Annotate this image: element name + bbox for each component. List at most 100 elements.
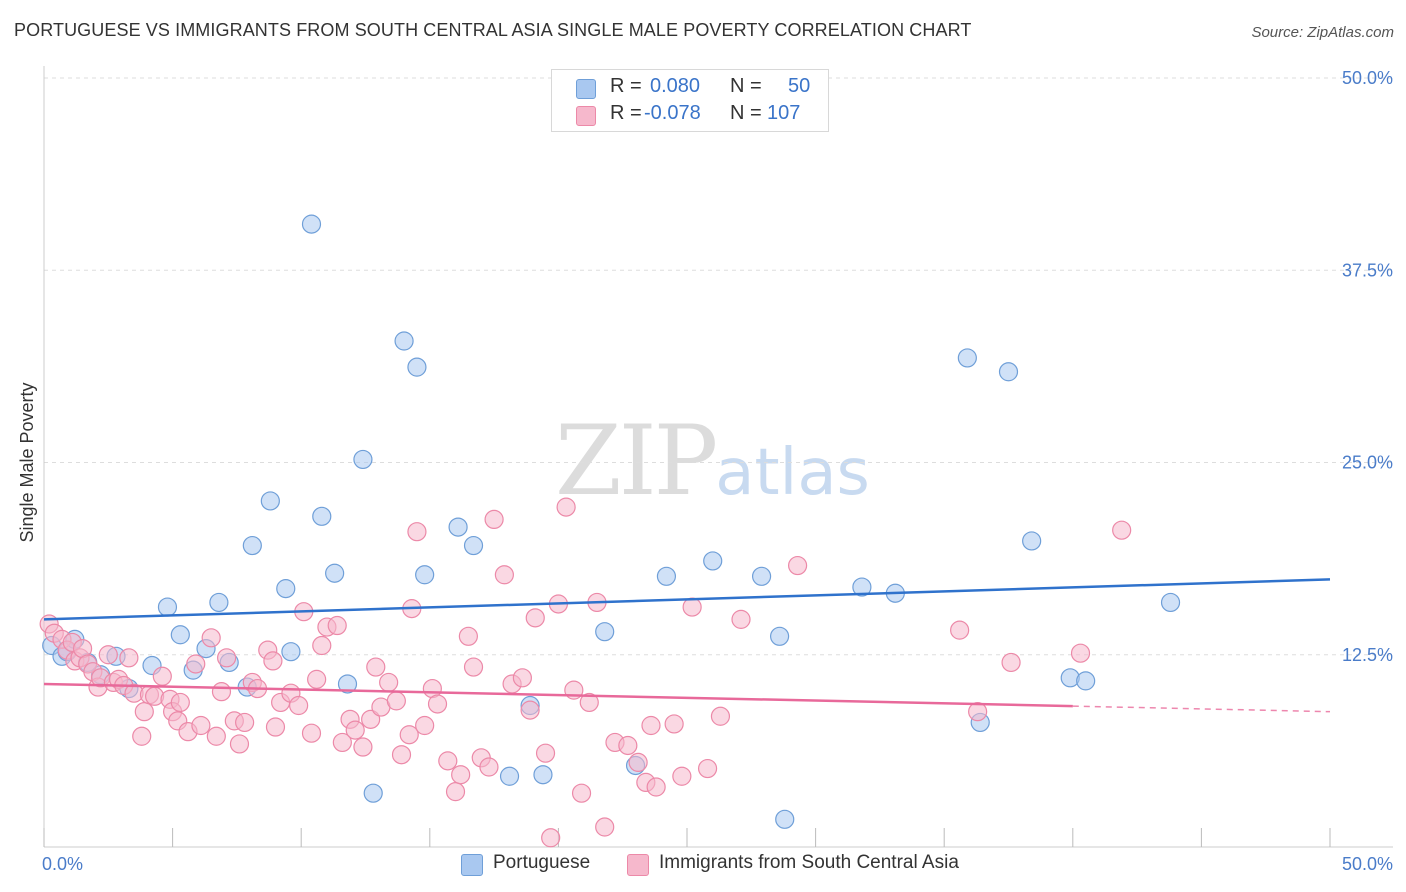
point-south-central-asia [479, 757, 499, 777]
point-portuguese [463, 535, 484, 556]
point-portuguese [363, 783, 383, 803]
point-south-central-asia [98, 645, 118, 665]
trend-line-portuguese [43, 578, 1331, 621]
point-south-central-asia [217, 648, 237, 668]
point-south-central-asia [301, 723, 322, 743]
legend-swatch-south-central-asia [576, 106, 596, 126]
point-portuguese [209, 592, 229, 613]
point-south-central-asia [1112, 520, 1132, 540]
point-portuguese [703, 551, 723, 571]
point-south-central-asia [327, 615, 347, 636]
point-portuguese [281, 642, 301, 662]
point-south-central-asia [307, 669, 327, 689]
point-south-central-asia [332, 732, 352, 753]
trend-line-extension [1072, 705, 1331, 713]
point-portuguese [1022, 531, 1042, 551]
point-portuguese [276, 579, 296, 599]
point-portuguese [1060, 668, 1080, 688]
point-south-central-asia [186, 654, 206, 674]
point-portuguese [751, 566, 772, 586]
point-south-central-asia [119, 648, 139, 668]
point-portuguese [499, 766, 520, 786]
point-south-central-asia [787, 555, 808, 576]
point-south-central-asia [438, 751, 458, 771]
point-south-central-asia [595, 817, 615, 837]
point-south-central-asia [170, 692, 190, 713]
point-south-central-asia [451, 765, 471, 785]
y-tick-label: 50.0% [1342, 68, 1393, 88]
legend-swatch-portuguese [576, 79, 596, 99]
y-tick-label: 25.0% [1342, 453, 1393, 473]
point-portuguese [533, 765, 553, 785]
point-south-central-asia [265, 717, 286, 737]
point-portuguese [312, 506, 332, 526]
point-south-central-asia [144, 686, 165, 706]
series-portuguese-points [42, 214, 1181, 829]
point-south-central-asia [427, 694, 448, 714]
legend-n-label: N = [730, 75, 762, 97]
point-south-central-asia [494, 565, 514, 585]
point-south-central-asia [229, 734, 250, 754]
point-south-central-asia [641, 715, 661, 736]
point-south-central-asia [697, 758, 718, 779]
point-portuguese [775, 809, 795, 829]
legend-r-value: -0.078 [644, 102, 701, 124]
watermark-atlas: atlas [715, 436, 870, 510]
point-portuguese [337, 674, 358, 694]
bottom-legend-swatch-portuguese [461, 854, 483, 876]
point-south-central-asia [541, 828, 561, 848]
point-south-central-asia [379, 672, 399, 693]
point-south-central-asia [361, 709, 381, 729]
point-portuguese [1076, 671, 1096, 691]
x-tick-label: 50.0% [1342, 854, 1393, 874]
point-portuguese [170, 625, 190, 645]
x-tick-label: 0.0% [42, 854, 83, 874]
source-label: Source: ZipAtlas.com [1251, 24, 1394, 41]
point-south-central-asia [484, 509, 504, 530]
point-south-central-asia [132, 726, 152, 746]
legend-r-value: 0.080 [650, 75, 701, 97]
point-portuguese [1160, 592, 1181, 613]
bottom-legend-label: Portuguese [493, 852, 591, 873]
point-portuguese [394, 331, 414, 351]
watermark: ZIPatlas [555, 405, 870, 517]
point-south-central-asia [191, 715, 211, 736]
point-south-central-asia [520, 700, 540, 720]
point-south-central-asia [682, 597, 702, 617]
chart-title: PORTUGUESE VS IMMIGRANTS FROM SOUTH CENT… [14, 20, 972, 40]
point-south-central-asia [463, 657, 484, 677]
point-portuguese [656, 566, 677, 586]
point-portuguese [852, 577, 872, 597]
legend-row-portuguese: R = 0.080 N = 50 [552, 75, 828, 101]
point-portuguese [415, 565, 435, 585]
watermark-zip: ZIP [555, 405, 718, 517]
point-south-central-asia [366, 657, 386, 677]
point-south-central-asia [525, 608, 545, 628]
point-south-central-asia [407, 522, 427, 542]
point-south-central-asia [235, 712, 255, 733]
legend-n-value: 50 [788, 75, 811, 97]
legend-r-label: R = [610, 75, 642, 97]
point-south-central-asia [399, 725, 419, 745]
point-south-central-asia [201, 628, 221, 648]
point-south-central-asia [206, 726, 226, 746]
point-portuguese [242, 535, 262, 556]
point-south-central-asia [289, 695, 309, 716]
legend-n-label: N = [730, 102, 762, 124]
point-south-central-asia [646, 777, 666, 797]
point-south-central-asia [628, 752, 648, 773]
point-south-central-asia [152, 666, 172, 686]
point-south-central-asia [1070, 643, 1091, 663]
trend-line-south-central-asia [43, 682, 1073, 708]
point-south-central-asia [415, 715, 435, 736]
point-south-central-asia [512, 668, 532, 688]
point-portuguese [157, 597, 178, 617]
point-portuguese [353, 449, 373, 470]
point-portuguese [595, 622, 615, 642]
point-south-central-asia [134, 702, 154, 722]
correlation-legend: R = 0.080 N = 50 R = -0.078 N = 107 [551, 69, 829, 132]
y-axis-title: Single Male Poverty [17, 382, 37, 542]
point-south-central-asia [263, 651, 283, 671]
point-portuguese [407, 357, 427, 377]
